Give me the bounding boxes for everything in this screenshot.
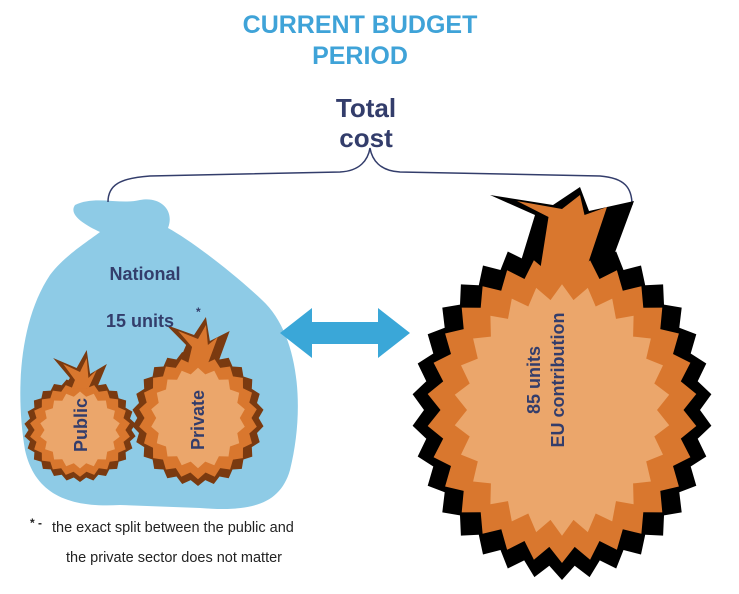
- eu-amount: 85 units: [524, 346, 544, 414]
- national-marker: *: [196, 305, 201, 319]
- eu-label: EU contribution: [548, 313, 568, 448]
- total-label: cost: [339, 123, 393, 153]
- eu-bag-inner: [454, 284, 670, 536]
- double-arrow: [280, 308, 410, 358]
- total-label: Total: [336, 93, 396, 123]
- public-bag-neck: [53, 350, 107, 389]
- private-bag-inner: [151, 367, 245, 469]
- public-bag-inner: [40, 391, 120, 469]
- title-line: PERIOD: [312, 42, 408, 70]
- footnote-line: the private sector does not matter: [66, 550, 282, 566]
- public-bag-knot: [63, 358, 97, 389]
- title-line: CURRENT BUDGET: [243, 11, 478, 39]
- national-label: National: [109, 264, 180, 284]
- private-bag-knot: [178, 325, 218, 364]
- eu-bag-knot: [517, 195, 607, 274]
- private-label: Private: [188, 390, 208, 450]
- footnote-marker: * -: [30, 516, 42, 530]
- public-label: Public: [71, 398, 91, 452]
- national-amount: 15 units: [106, 311, 174, 331]
- footnote-line: the exact split between the public and: [52, 520, 294, 536]
- brace: [107, 147, 633, 206]
